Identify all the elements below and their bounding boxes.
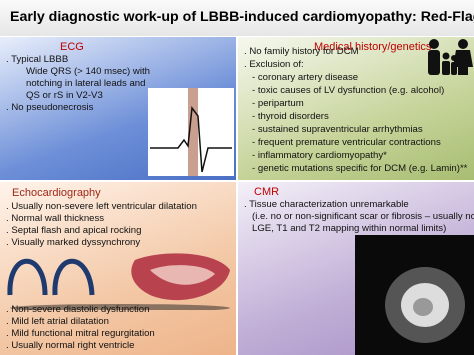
item: - coronary artery disease xyxy=(252,72,359,83)
item: - inflammatory cardiomyopathy* xyxy=(252,150,387,161)
history-panel: Medical history/genetics . No family his… xyxy=(238,37,474,180)
item: . Typical LBBB xyxy=(6,54,69,65)
echo-panel: Echocardiography . Usually non-severe le… xyxy=(0,182,236,355)
item: . Normal wall thickness xyxy=(6,213,105,224)
item: . Usually normal right ventricle xyxy=(6,340,135,351)
ecg-illustration xyxy=(148,88,234,176)
item: - thyroid disorders xyxy=(252,111,329,122)
item: . Mild left atrial dilatation xyxy=(6,316,109,327)
item: . No pseudonecrosis xyxy=(6,102,94,113)
panel-heading: CMR xyxy=(254,186,280,198)
item: - peripartum xyxy=(252,98,304,109)
item: - toxic causes of LV dysfunction (e.g. a… xyxy=(252,85,445,96)
panel-heading: Echocardiography xyxy=(12,187,101,199)
item: notching in lateral leads and xyxy=(26,78,146,89)
title-bar: Early diagnostic work-up of LBBB-induced… xyxy=(0,0,474,36)
item: . Tissue characterization unremarkable xyxy=(244,199,409,210)
item: - frequent premature ventricular contrac… xyxy=(252,137,441,148)
item: (i.e. no or non-significant scar or fibr… xyxy=(252,211,474,222)
item: . Septal flash and apical rocking xyxy=(6,225,142,236)
item: LGE, T1 and T2 mapping within normal lim… xyxy=(252,223,447,234)
item: . Exclusion of: xyxy=(244,59,304,70)
family-icon xyxy=(428,39,473,75)
panel-heading: Medical history/genetics xyxy=(314,41,432,53)
item: . Mild functional mitral regurgitation xyxy=(6,328,155,339)
item: Wide QRS (> 140 msec) with xyxy=(26,66,150,77)
item: - genetic mutations specific for DCM (e.… xyxy=(252,163,468,174)
item: . Non-severe diastolic dysfunction xyxy=(6,304,150,315)
item: . No family history for DCM xyxy=(244,46,359,57)
heart-illustration xyxy=(7,253,230,310)
item: . Usually non-severe left ventricular di… xyxy=(6,201,197,212)
ecg-panel: ECG . Typical LBBB Wide QRS (> 140 msec)… xyxy=(0,37,236,180)
cmr-panel: CMR . Tissue characterization unremarkab… xyxy=(238,182,474,355)
panel-heading: ECG xyxy=(60,41,84,53)
item: . Visually marked dyssynchrony xyxy=(6,237,141,248)
title: Early diagnostic work-up of LBBB-induced… xyxy=(10,9,474,25)
item: QS or rS in V2-V3 xyxy=(26,90,103,101)
cmr-image xyxy=(355,235,474,355)
item: - sustained supraventricular arrhythmias xyxy=(252,124,423,135)
